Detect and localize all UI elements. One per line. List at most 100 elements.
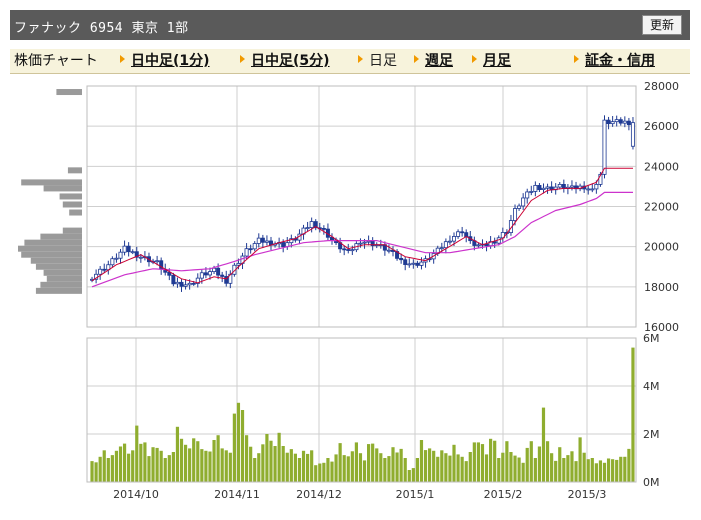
volume-bar [98,456,102,482]
nav-item-label[interactable]: 日中足(5分) [251,53,330,69]
stock-title: ファナック 6954 東京 1部 [14,21,189,36]
volume-bar [261,444,265,482]
volume-profile-bar [59,193,82,200]
volume-bar [631,347,635,482]
nav-item-margin[interactable]: 証金・信用 [574,53,655,69]
volume-bar [90,461,94,482]
volume-bar [171,452,175,482]
arrow-right-icon [120,55,125,63]
volume-bar [517,457,521,482]
nav-item-label[interactable]: 証金・信用 [585,53,655,69]
volume-profile-bar [43,185,82,192]
volume-bar [440,450,444,482]
volume-bar [537,446,542,482]
candle-body [602,119,607,175]
nav-item-weekly[interactable]: 週足 [414,53,453,69]
candle-body [630,122,635,147]
volume-bar [521,462,525,482]
candle-body [130,251,135,254]
candle-body [346,249,351,251]
candle-body [460,231,465,234]
volume-bar [472,442,476,482]
price-axis-tick-label: 20000 [644,241,679,254]
price-axis-tick-label: 18000 [644,281,679,294]
candle-body [411,262,416,265]
volume-bar [127,453,131,482]
volume-bar [301,450,306,482]
candle-body [415,262,420,266]
volume-bar [305,453,310,482]
candle-body [407,263,412,266]
candle-body [358,242,363,245]
candle-body [187,282,192,286]
volume-bar [102,450,106,482]
candle-body [545,186,550,189]
candle-body [521,197,526,207]
volume-bar [232,413,236,482]
volume-bar [216,435,220,482]
candle-body [179,281,184,287]
candle-body [350,249,355,252]
candle-body [606,119,611,125]
volume-profile-bar [69,209,82,216]
volume-bar [244,435,249,482]
volume-bar [224,450,228,482]
candle-body [199,272,204,279]
candle-body [456,231,461,237]
volume-bar [423,450,428,482]
volume-profile-bar [18,245,82,252]
volume-bar [533,458,537,482]
candle-body [529,191,534,193]
candle-body [305,227,310,229]
volume-bar [493,440,497,482]
candle-body [256,237,261,244]
volume-profile-bar [35,287,82,294]
refresh-button[interactable]: 更新 [641,15,682,35]
volume-bar [204,450,208,482]
volume-bar [586,459,590,482]
volume-profile-bar [21,179,82,186]
volume-bar [314,465,318,482]
nav-item-label[interactable]: 週足 [425,53,453,69]
candle-body [195,277,200,284]
nav-item-intraday-1min[interactable]: 日中足(1分) [120,53,210,69]
volume-bar [468,452,472,482]
volume-bar [196,441,200,482]
volume-bar [188,448,192,482]
candle-body [264,240,269,243]
volume-bar [106,458,110,482]
volume-bar [448,455,452,482]
candle-body [484,243,489,247]
volume-bar [464,461,468,482]
volume-profile-bar [21,251,82,258]
volume-bar [541,407,546,482]
moving-average-lines [91,167,633,288]
chart-frames [86,85,637,483]
price-axis-tick-label: 16000 [644,321,679,334]
volume-bar [175,426,180,482]
nav-item-label[interactable]: 日中足(1分) [131,53,210,69]
volume-profile-bar [62,227,82,234]
volume-bar [358,453,363,482]
nav-item-intraday-5min[interactable]: 日中足(5分) [240,53,330,69]
candle-body [557,184,562,188]
volume-bar [428,448,432,482]
volume-bar [94,462,98,482]
arrow-right-icon [574,55,579,63]
volume-bar [143,442,147,482]
volume-bar [212,440,216,482]
candle-body [464,232,469,238]
volume-bar [273,446,277,482]
volume-bar [338,443,342,482]
volume-bar [489,438,493,482]
volume-bar [110,455,114,482]
volume-profile-bar [56,89,82,96]
volume-bar [497,458,501,482]
candle-body [439,247,444,250]
nav-item-monthly[interactable]: 月足 [472,53,511,69]
nav-item-label[interactable]: 月足 [483,53,511,69]
volume-bar [627,448,631,482]
candle-body [610,121,615,125]
